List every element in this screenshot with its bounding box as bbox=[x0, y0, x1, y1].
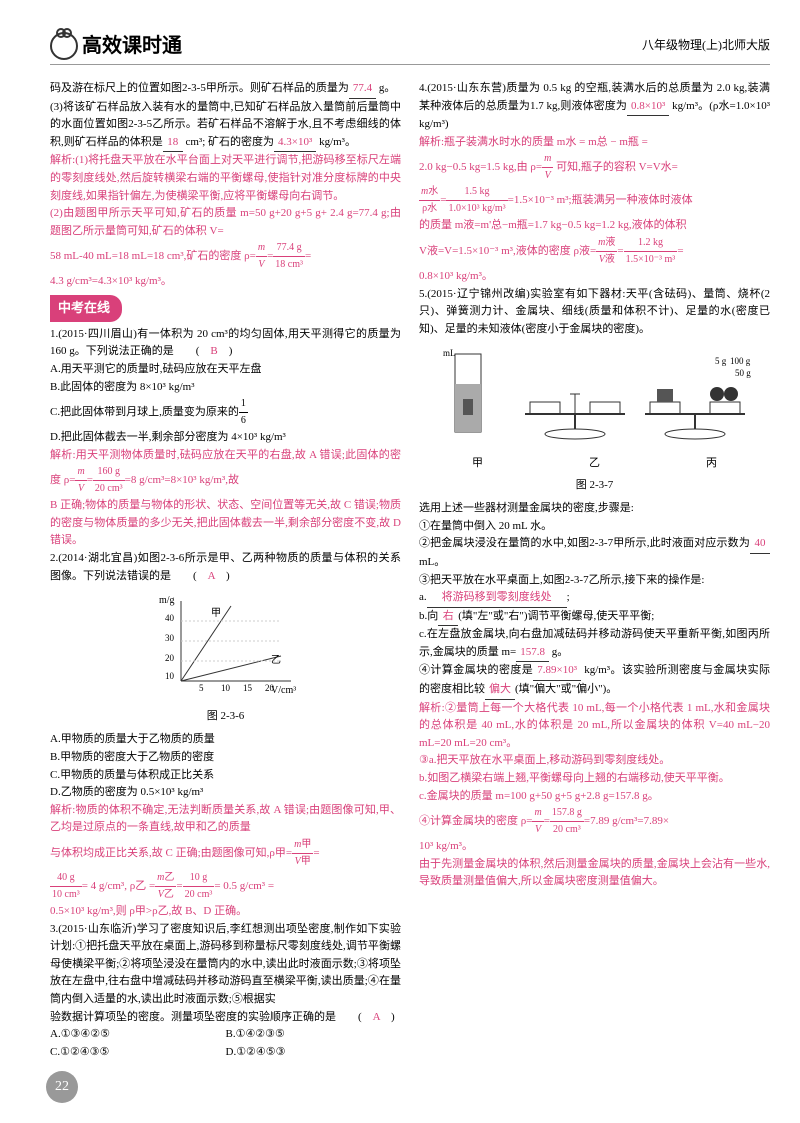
option: A.用天平测它的质量时,砝码应放在天平左盘 bbox=[50, 361, 401, 379]
explanation: 10³ kg/m³。 bbox=[419, 838, 770, 856]
explanation: V液=V=1.5×10⁻³ m³,液体的密度 ρ液=m液V液=1.2 kg1.5… bbox=[419, 235, 770, 268]
text: ④计算金属块的密度是7.89×10³ kg/m³。该实验所测密度与金属块实际的密… bbox=[419, 662, 770, 699]
figure-2-3-6: m/g V/cm³ 40 30 20 10 5 10 15 20 甲 乙 图 2… bbox=[50, 591, 401, 725]
section-tag: 中考在线 bbox=[50, 295, 122, 322]
question-5: 5.(2015·辽宁锦州改编)实验室有如下器材:天平(含砝码)、量筒、烧杯(2只… bbox=[419, 286, 770, 339]
explanation: 解析:②量筒上每一个大格代表 10 mL,每一个小格代表 1 mL,水和金属块的… bbox=[419, 700, 770, 753]
apparatus-svg: mL 5 g 100 g 50 g bbox=[435, 344, 755, 444]
svg-text:5: 5 bbox=[199, 683, 204, 693]
header-right: 八年级物理(上)北师大版 bbox=[642, 36, 770, 55]
clock-icon bbox=[50, 32, 78, 60]
svg-text:5 g: 5 g bbox=[715, 356, 727, 366]
figure-caption: 图 2-3-7 bbox=[419, 477, 770, 495]
explanation: ④计算金属块的密度 ρ=mV=157.8 g20 cm³=7.89 g/cm³=… bbox=[419, 805, 770, 838]
page-number: 22 bbox=[46, 1071, 78, 1103]
explanation: c.金属块的质量 m=100 g+50 g+5 g+2.8 g=157.8 g。 bbox=[419, 788, 770, 806]
explanation: 解析:(1)将托盘天平放在水平台面上对天平进行调节,把游码移至标尺左端的零刻度线… bbox=[50, 152, 401, 205]
explanation: 0.5×10³ kg/m³,则 ρ甲>ρ乙,故 B、D 正确。 bbox=[50, 903, 401, 921]
svg-text:乙: 乙 bbox=[271, 654, 281, 666]
explanation: 解析:用天平测物体质量时,砝码应放在天平的右盘,故 A 错误;此固体的密度 ρ=… bbox=[50, 447, 401, 498]
page-header: 高效课时通 八年级物理(上)北师大版 bbox=[50, 30, 770, 65]
explanation: 2.0 kg−0.5 kg=1.5 kg,由 ρ=mV 可知,瓶子的容积 V=V… bbox=[419, 151, 770, 184]
explanation: 由于先测量金属块的体积,然后测量金属块的质量,金属块上会沾有一些水,导致质量测量… bbox=[419, 856, 770, 891]
explanation: 解析:瓶子装满水时水的质量 m水 = m总 − m瓶 = bbox=[419, 134, 770, 152]
text: b.向右(填"左"或"右")调节平衡螺母,使天平平衡; bbox=[419, 608, 770, 627]
text: ②把金属块浸没在量筒的水中,如图2-3-7甲所示,此时液面对应示数为40 mL。 bbox=[419, 535, 770, 571]
content-columns: 码及游在标尺上的位置如图2-3-5甲所示。则矿石样品的质量为77.4 g。 (3… bbox=[50, 80, 770, 1090]
question-2: 2.(2014·湖北宜昌)如图2-3-6所示是甲、乙两种物质的质量与体积的关系图… bbox=[50, 550, 401, 585]
svg-text:20: 20 bbox=[265, 683, 275, 693]
explanation: (2)由题图甲所示天平可知,矿石的质量 m=50 g+20 g+5 g+ 2.4… bbox=[50, 205, 401, 240]
text: 选用上述一些器材测量金属块的密度,步骤是: bbox=[419, 500, 770, 518]
figure-labels: 甲 乙 丙 bbox=[419, 455, 770, 473]
svg-text:m/g: m/g bbox=[159, 595, 175, 606]
svg-text:40: 40 bbox=[165, 613, 175, 623]
explanation: 58 mL-40 mL=18 mL=18 cm³,矿石的密度 ρ=mV=77.4… bbox=[50, 240, 401, 273]
svg-text:10: 10 bbox=[165, 671, 175, 681]
header-title: 高效课时通 bbox=[82, 30, 182, 62]
options: A.①③④②⑤B.①④②③⑤ C.①②④③⑤D.①②④⑤③ bbox=[50, 1026, 401, 1061]
option: D.把此固体截去一半,剩余部分密度为 4×10³ kg/m³ bbox=[50, 429, 401, 447]
option: A.甲物质的质量大于乙物质的质量 bbox=[50, 731, 401, 749]
svg-text:30: 30 bbox=[165, 633, 175, 643]
header-left: 高效课时通 bbox=[50, 30, 182, 62]
text: ③把天平放在水平桌面上,如图2-3-7乙所示,接下来的操作是: bbox=[419, 572, 770, 590]
explanation: 40 g10 cm³= 4 g/cm³, ρ乙 =m乙V乙=10 g20 cm³… bbox=[50, 870, 401, 903]
svg-text:20: 20 bbox=[165, 653, 175, 663]
explanation: m水ρ水=1.5 kg1.0×10³ kg/m³=1.5×10⁻³ m³;瓶装满… bbox=[419, 184, 770, 217]
option: C.把此固体带到月球上,质量变为原来的16 bbox=[50, 396, 401, 429]
option: B.此固体的密度为 8×10³ kg/m³ bbox=[50, 379, 401, 397]
text: 码及游在标尺上的位置如图2-3-5甲所示。则矿石样品的质量为77.4 g。 bbox=[50, 80, 401, 99]
explanation: 与体积均成正比关系,故 C 正确;由题图像可知,ρ甲=m甲V甲= bbox=[50, 837, 401, 870]
svg-text:100 g: 100 g bbox=[730, 356, 751, 366]
explanation: B 正确;物体的质量与物体的形状、状态、空间位置等无关,故 C 错误;物质的密度… bbox=[50, 497, 401, 550]
svg-text:甲: 甲 bbox=[211, 608, 221, 619]
question-1: 1.(2015·四川眉山)有一体积为 20 cm³的均匀固体,用天平测得它的质量… bbox=[50, 326, 401, 361]
svg-text:mL: mL bbox=[443, 348, 456, 358]
figure-caption: 图 2-3-6 bbox=[50, 708, 401, 726]
q3-cont: 验数据计算项坠的密度。测量项坠密度的实验顺序正确的是 ( A ) bbox=[50, 1009, 401, 1027]
svg-text:10: 10 bbox=[221, 683, 231, 693]
option: C.甲物质的质量与体积成正比关系 bbox=[50, 767, 401, 785]
explanation: 0.8×10³ kg/m³。 bbox=[419, 268, 770, 286]
figure-2-3-7: mL 5 g 100 g 50 g 甲 乙 丙 图 bbox=[419, 344, 770, 494]
text: (3)将该矿石样品放入装有水的量筒中,已知矿石样品放入量筒前后量筒中的水面位置如… bbox=[50, 99, 401, 153]
text: c.在左盘放金属块,向右盘加减砝码并移动游码使天平重新平衡,如图丙所示,金属块的… bbox=[419, 626, 770, 662]
explanation: 解析:物质的体积不确定,无法判断质量关系,故 A 错误;由题图像可知,甲、乙均是… bbox=[50, 802, 401, 837]
explanation: 4.3 g/cm³=4.3×10³ kg/m³。 bbox=[50, 273, 401, 291]
question-3: 3.(2015·山东临沂)学习了密度知识后,李红想测出项坠密度,制作如下实验计划… bbox=[50, 921, 401, 1009]
svg-text:15: 15 bbox=[243, 683, 253, 693]
explanation: 的质量 m液=m'总−m瓶=1.7 kg−0.5 kg=1.2 kg,液体的体积 bbox=[419, 217, 770, 235]
explanation: ③a.把天平放在水平桌面上,移动游码到零刻度线处。 bbox=[419, 752, 770, 770]
question-4: 4.(2015·山东东营)质量为 0.5 kg 的空瓶,装满水后的总质量为 2.… bbox=[419, 80, 770, 134]
chart-svg: m/g V/cm³ 40 30 20 10 5 10 15 20 甲 乙 bbox=[151, 591, 301, 701]
option: B.甲物质的密度大于乙物质的密度 bbox=[50, 749, 401, 767]
text: a.将游码移到零刻度线处; bbox=[419, 589, 770, 608]
text: ①在量筒中倒入 20 mL 水。 bbox=[419, 518, 770, 536]
explanation: b.如图乙横梁右端上翘,平衡螺母向上翘的右端移动,使天平平衡。 bbox=[419, 770, 770, 788]
svg-text:V/cm³: V/cm³ bbox=[271, 685, 296, 696]
svg-text:50 g: 50 g bbox=[735, 368, 751, 378]
option: D.乙物质的密度为 0.5×10³ kg/m³ bbox=[50, 784, 401, 802]
